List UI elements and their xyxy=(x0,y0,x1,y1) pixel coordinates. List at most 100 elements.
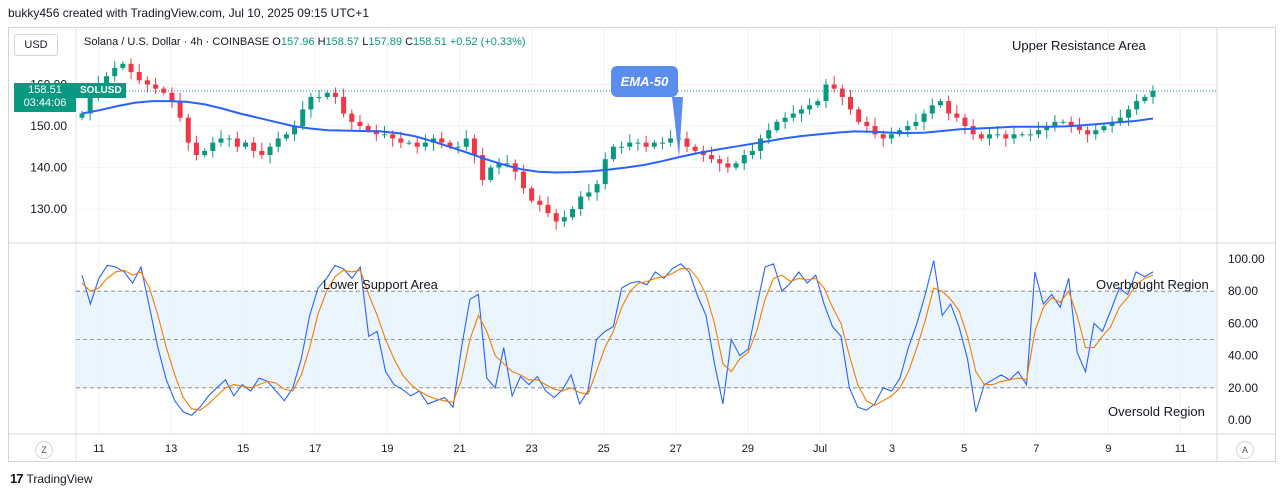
candle xyxy=(692,144,698,154)
price-tick-label: 150.00 xyxy=(30,119,67,133)
currency-button[interactable]: USD xyxy=(14,34,58,56)
chart-frame xyxy=(8,27,1276,462)
candle xyxy=(872,117,878,139)
candle-body xyxy=(120,63,126,68)
stoch-tick-label: 20.00 xyxy=(1228,381,1258,395)
candle xyxy=(185,113,191,151)
candle-body xyxy=(602,159,608,185)
candle-body xyxy=(234,138,240,147)
candle xyxy=(1011,127,1017,144)
candle xyxy=(635,138,641,151)
candle-body xyxy=(1036,130,1042,135)
candle-body xyxy=(365,126,371,131)
candle xyxy=(1068,116,1074,133)
candle-body xyxy=(406,142,412,144)
candle-body xyxy=(480,155,486,180)
candle xyxy=(251,137,257,158)
candle xyxy=(553,209,559,230)
high-label: H xyxy=(317,36,326,48)
close-value: 158.51 xyxy=(413,36,447,48)
candle-body xyxy=(341,96,347,114)
ema-callout: EMA-50 xyxy=(611,66,678,97)
candle-body xyxy=(1150,90,1156,97)
oversold-label: Oversold Region xyxy=(1108,404,1205,419)
candle xyxy=(856,106,862,125)
candle-body xyxy=(332,92,338,97)
candle xyxy=(496,157,502,175)
candle xyxy=(316,90,322,103)
tradingview-icon: 17 xyxy=(10,471,24,486)
candle xyxy=(341,88,347,118)
candle-body xyxy=(243,142,249,147)
candle-body xyxy=(144,80,150,85)
candle-body xyxy=(1125,109,1131,118)
candle xyxy=(570,206,576,220)
candle xyxy=(1060,119,1066,125)
candle-body xyxy=(946,101,952,114)
candle-body xyxy=(414,142,420,147)
high-value: 158.57 xyxy=(325,36,360,48)
candle xyxy=(782,112,788,129)
symbol-name: Solana / U.S. Dollar · 4h · COINBASE xyxy=(84,36,270,48)
candle xyxy=(177,92,183,122)
candle-body xyxy=(749,150,755,156)
candle xyxy=(422,134,428,151)
candle-body xyxy=(275,138,281,147)
candle-body xyxy=(839,88,845,97)
candle-body xyxy=(774,121,780,131)
candle xyxy=(545,196,551,218)
candle-body xyxy=(627,142,633,147)
candle-body xyxy=(1011,134,1017,139)
candle-body xyxy=(782,117,788,122)
candle-body xyxy=(251,142,257,151)
x-tick-label: 23 xyxy=(525,443,537,455)
zoom-right-button[interactable]: A xyxy=(1236,441,1254,459)
candle xyxy=(921,109,927,131)
candle xyxy=(733,160,739,170)
candle xyxy=(471,134,477,164)
candle xyxy=(120,61,126,71)
ema-callout-pointer xyxy=(672,97,683,158)
candle-body xyxy=(488,167,494,180)
x-tick-label: 17 xyxy=(309,443,321,455)
candle-body xyxy=(1085,130,1091,135)
candle-body xyxy=(79,113,85,118)
ticker-label: SOLUSD xyxy=(76,83,126,98)
candle xyxy=(161,86,167,96)
candle-body xyxy=(643,142,649,147)
candle-body xyxy=(594,184,600,193)
candle-body xyxy=(880,134,886,139)
candle xyxy=(169,87,175,108)
zoom-left-button[interactable]: Z xyxy=(35,441,53,459)
candle xyxy=(136,63,142,85)
stoch-tick-label: 0.00 xyxy=(1228,413,1252,427)
last-price: 158.51 xyxy=(28,84,62,96)
candle xyxy=(978,131,984,141)
candle-body xyxy=(823,84,829,102)
candle-body xyxy=(447,142,453,147)
candle-body xyxy=(136,72,142,81)
change-value: +0.52 (+0.33%) xyxy=(449,36,526,48)
candle xyxy=(709,146,715,164)
close-label: C xyxy=(405,36,414,48)
x-tick-label: 25 xyxy=(598,443,610,455)
candle-body xyxy=(790,113,796,118)
candle xyxy=(1085,126,1091,143)
candle-body xyxy=(921,113,927,122)
candle-body xyxy=(87,96,93,114)
low-value: 157.89 xyxy=(368,36,403,48)
candle-body xyxy=(570,209,576,218)
x-tick-label: 15 xyxy=(237,443,249,455)
candle-body xyxy=(267,146,273,156)
candle-body xyxy=(153,84,159,89)
x-tick-label: 11 xyxy=(93,443,104,455)
candle xyxy=(1142,94,1148,104)
x-tick-label: 21 xyxy=(453,443,465,455)
candle xyxy=(929,98,935,119)
candle-body xyxy=(455,146,461,148)
candle xyxy=(1036,121,1042,139)
candle xyxy=(210,137,216,158)
candle xyxy=(913,113,919,130)
candle-body xyxy=(390,134,396,139)
